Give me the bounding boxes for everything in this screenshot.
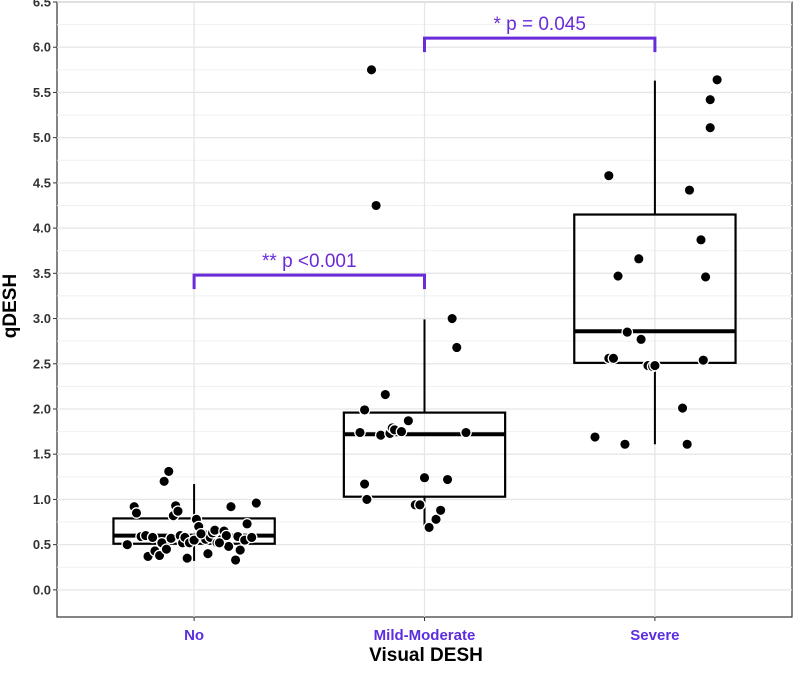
y-tick-label: 6.5 [33, 0, 51, 10]
y-tick-label: 0.5 [33, 537, 51, 552]
data-point [395, 425, 408, 438]
data-point [358, 404, 371, 416]
data-point [245, 531, 258, 544]
data-point [234, 544, 247, 556]
data-point [229, 554, 242, 566]
y-tick-label: 2.0 [33, 401, 51, 416]
x-tick-label: Severe [630, 627, 679, 644]
data-point [602, 169, 615, 182]
data-point [220, 529, 233, 542]
data-point [358, 478, 371, 490]
data-point [430, 513, 442, 526]
data-point [374, 429, 387, 442]
data-point [612, 270, 624, 282]
data-point [202, 547, 214, 560]
data-point [635, 333, 647, 346]
y-tick-label: 3.0 [33, 311, 51, 326]
data-point [250, 497, 263, 509]
data-point [130, 507, 143, 519]
x-tick-label: Mild-Moderate [374, 627, 476, 644]
y-tick-label: 6.0 [33, 40, 51, 55]
data-point [619, 438, 631, 451]
data-point [365, 63, 378, 76]
data-point [370, 199, 382, 212]
significance-bracket [192, 273, 426, 290]
data-point [158, 475, 170, 488]
y-tick-label: 4.5 [33, 175, 51, 190]
y-tick-label: 4.0 [33, 221, 51, 236]
data-point [676, 402, 689, 414]
data-point [361, 493, 373, 506]
x-axis-ticks: No Mild-Moderate Severe [184, 617, 680, 644]
data-point [379, 388, 392, 401]
data-point [704, 93, 717, 106]
data-point [683, 184, 696, 196]
y-axis-title: qDESH [0, 274, 21, 338]
data-point [146, 531, 159, 544]
y-tick-label: 5.5 [33, 85, 51, 100]
data-point [241, 517, 253, 530]
significance-annotations: ** p <0.001 * p = 0.045 [192, 14, 657, 290]
data-point [423, 521, 435, 534]
y-axis-ticks: 0.0 0.5 1.0 1.5 2.0 2.5 3.0 3.5 4.0 4.5 5.0 5.5 6.0 6… [33, 0, 57, 597]
data-point [160, 543, 173, 556]
data-point [621, 326, 634, 338]
data-point [162, 465, 175, 478]
significance-label: ** p <0.001 [262, 251, 357, 272]
data-point [181, 552, 194, 565]
data-point [589, 431, 601, 443]
data-point [711, 73, 723, 86]
data-point [704, 121, 717, 134]
data-point [450, 341, 463, 354]
data-point [121, 538, 134, 551]
data-point [195, 527, 207, 540]
data-point [402, 414, 415, 427]
data-point [441, 473, 454, 486]
x-tick-label: No [184, 627, 204, 644]
significance-label: * p = 0.045 [493, 14, 585, 35]
data-point [697, 354, 710, 366]
y-tick-label: 0.0 [33, 582, 51, 597]
data-point [225, 500, 237, 513]
data-point [434, 504, 447, 517]
y-tick-label: 1.5 [33, 447, 51, 462]
data-point [446, 312, 458, 325]
data-point [354, 426, 366, 439]
point-layer [121, 63, 723, 566]
data-point [213, 536, 226, 549]
significance-bracket [423, 36, 657, 53]
data-point [418, 471, 431, 484]
data-point [607, 352, 620, 365]
y-tick-label: 5.0 [33, 130, 51, 145]
data-point [699, 271, 712, 283]
data-point [649, 359, 661, 372]
data-point [695, 234, 707, 246]
data-point [172, 505, 184, 518]
data-point [632, 253, 645, 265]
y-tick-label: 2.5 [33, 356, 51, 371]
y-tick-label: 3.5 [33, 266, 51, 281]
y-tick-label: 1.0 [33, 492, 51, 507]
data-point [681, 438, 694, 451]
data-point [460, 426, 472, 439]
data-point [414, 499, 426, 511]
box-iqr [342, 411, 507, 498]
x-axis-title: Visual DESH [369, 645, 483, 666]
